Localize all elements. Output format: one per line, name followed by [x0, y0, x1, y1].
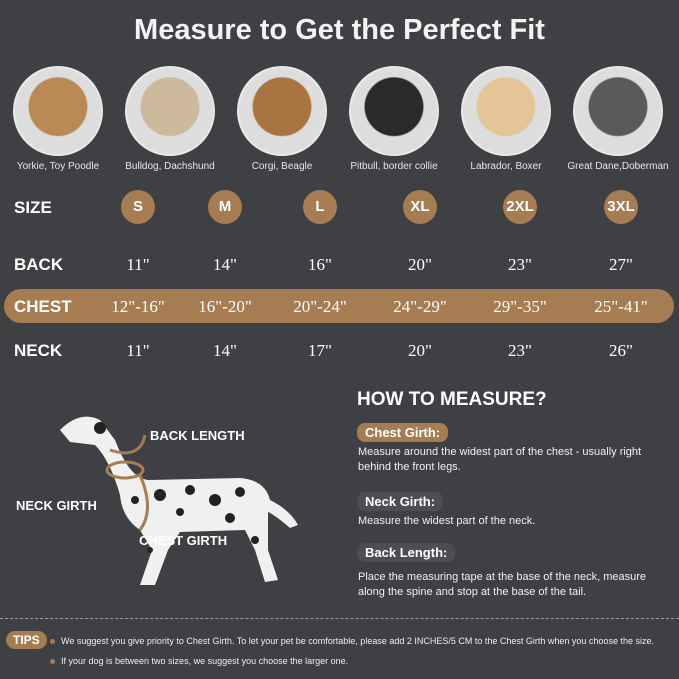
chest-girth-tag: Chest Girth:: [357, 423, 449, 442]
neck-girth-desc: Measure the widest part of the neck.: [358, 515, 536, 527]
table-cell: 20"-24": [293, 297, 347, 316]
table-cell: 24"-29": [393, 297, 447, 316]
back-length-tag: Back Length:: [357, 543, 456, 562]
table-cell: 25"-41": [594, 297, 648, 316]
breed-label: Great Dane,Doberman: [567, 161, 669, 172]
table-cell: 16"-20": [198, 297, 252, 316]
table-cell: 23": [508, 341, 532, 360]
dog-photo: [349, 66, 439, 156]
neck-girth-tag: Neck Girth:: [357, 492, 444, 511]
table-cell: 20": [408, 341, 432, 360]
neck-girth-label: NECK GIRTH: [16, 498, 97, 513]
table-cell: 11": [126, 341, 150, 360]
breed-label: Corgi, Beagle: [251, 161, 313, 172]
dog-photo: [461, 66, 551, 156]
table-cell: 11": [126, 255, 150, 274]
table-cell: 14": [213, 255, 237, 274]
size-badge: 3XL: [604, 190, 638, 224]
table-cell: 14": [213, 341, 237, 360]
breed-row: Yorkie, Toy Poodle Bulldog, Dachshund Corg…: [0, 66, 679, 176]
breed-item: Yorkie, Toy Poodle: [2, 66, 114, 172]
tip-item: If your dog is between two sizes, we sug…: [50, 656, 348, 666]
breed-label: Yorkie, Toy Poodle: [16, 161, 100, 172]
dog-photo: [237, 66, 327, 156]
breed-label: Pitbull, border collie: [350, 161, 438, 172]
size-badge: L: [303, 190, 337, 224]
breed-item: Labrador, Boxer: [450, 66, 562, 172]
table-row-neck: NECK 11" 14" 17" 20" 23" 26": [0, 333, 679, 367]
dog-photo: [125, 66, 215, 156]
row-label: SIZE: [14, 198, 52, 217]
size-badge: XL: [403, 190, 437, 224]
breed-label: Bulldog, Dachshund: [125, 161, 215, 172]
tips-badge: TIPS: [6, 631, 47, 649]
how-to-measure-title: HOW TO MEASURE?: [357, 389, 547, 410]
table-row-chest: CHEST 12"-16" 16"-20" 20"-24" 24"-29" 29"-35"…: [0, 289, 679, 323]
table-cell: 26": [609, 341, 633, 360]
size-badge: 2XL: [503, 190, 537, 224]
breed-item: Pitbull, border collie: [338, 66, 450, 172]
breed-item: Bulldog, Dachshund: [114, 66, 226, 172]
chest-row-highlight: [4, 289, 674, 323]
page-title: Measure to Get the Perfect Fit: [134, 14, 545, 46]
dalmatian-illustration: [60, 416, 298, 585]
divider: [0, 618, 679, 619]
size-badge: M: [208, 190, 242, 224]
chest-girth-label: CHEST GIRTH: [139, 533, 228, 548]
breed-item: Corgi, Beagle: [226, 66, 338, 172]
breed-item: Great Dane,Doberman: [562, 66, 674, 172]
size-badge: S: [121, 190, 155, 224]
table-cell: 17": [308, 341, 332, 360]
dog-photo: [13, 66, 103, 156]
table-cell: 27": [609, 255, 633, 274]
row-label: BACK: [14, 255, 64, 274]
row-label: CHEST: [14, 297, 72, 316]
row-label: NECK: [14, 341, 63, 360]
tip-item: We suggest you give priority to Chest Gi…: [50, 636, 654, 646]
chest-girth-desc: Measure around the widest part of the ch…: [358, 446, 642, 473]
dog-photo: [573, 66, 663, 156]
table-cell: 12"-16": [111, 297, 165, 316]
table-row-back: BACK 11" 14" 16" 20" 23" 27": [0, 247, 679, 281]
table-row-size: SIZE S M L XL 2XL 3XL: [0, 190, 679, 224]
back-length-label: BACK LENGTH: [150, 428, 245, 443]
table-cell: 16": [308, 255, 332, 274]
table-cell: 20": [408, 255, 432, 274]
table-cell: 29"-35": [493, 297, 547, 316]
table-cell: 23": [508, 255, 532, 274]
back-length-desc: Place the measuring tape at the base of …: [358, 571, 647, 598]
breed-label: Labrador, Boxer: [470, 161, 542, 172]
